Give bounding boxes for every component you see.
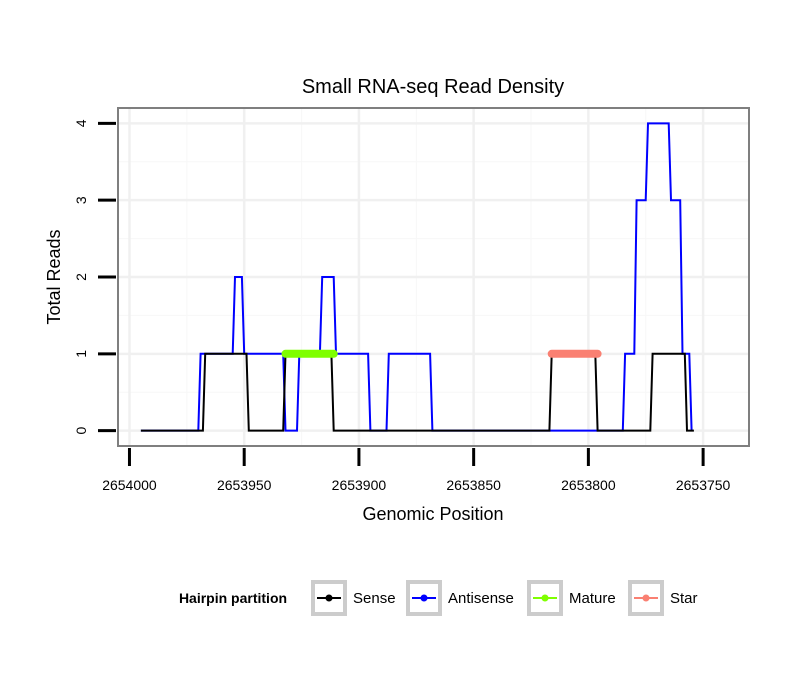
chart-title: Small RNA-seq Read Density <box>302 76 564 98</box>
legend-key-dot <box>642 594 650 602</box>
x-tick-label: 2653750 <box>676 477 731 493</box>
legend-key-dot <box>325 594 333 602</box>
x-axis-label: Genomic Position <box>362 504 503 524</box>
legend-title: Hairpin partition <box>179 590 287 606</box>
x-tick-label: 2653950 <box>217 477 272 493</box>
y-tick-label: 0 <box>73 427 89 435</box>
legend-label: Star <box>670 590 698 607</box>
legend-item-mature: Mature <box>527 580 616 616</box>
legend-key-dot <box>541 594 549 602</box>
x-tick-label: 2653850 <box>446 477 501 493</box>
legend-key-dot <box>420 594 428 602</box>
axes: 2654000 2653950 2653900 2653850 2653800 26537… <box>73 119 731 493</box>
y-tick-label: 1 <box>73 350 89 358</box>
x-tick-label: 2653900 <box>332 477 387 493</box>
legend: Hairpin partition Sense Antisense Mature St… <box>179 580 698 616</box>
x-tick-label: 2654000 <box>102 477 157 493</box>
legend-item-star: Star <box>628 580 698 616</box>
series-line-sense <box>140 352 694 432</box>
y-tick-label: 3 <box>73 196 89 204</box>
series-layer <box>140 122 694 432</box>
legend-label: Antisense <box>448 590 514 607</box>
legend-label: Mature <box>569 590 616 607</box>
y-tick-label: 2 <box>73 273 89 281</box>
y-axis-label: Total Reads <box>44 229 64 324</box>
legend-item-sense: Sense <box>311 580 396 616</box>
x-tick-label: 2653800 <box>561 477 616 493</box>
legend-label: Sense <box>353 590 396 607</box>
y-tick-label: 4 <box>73 119 89 127</box>
legend-item-antisense: Antisense <box>406 580 514 616</box>
plot-border <box>117 107 750 447</box>
